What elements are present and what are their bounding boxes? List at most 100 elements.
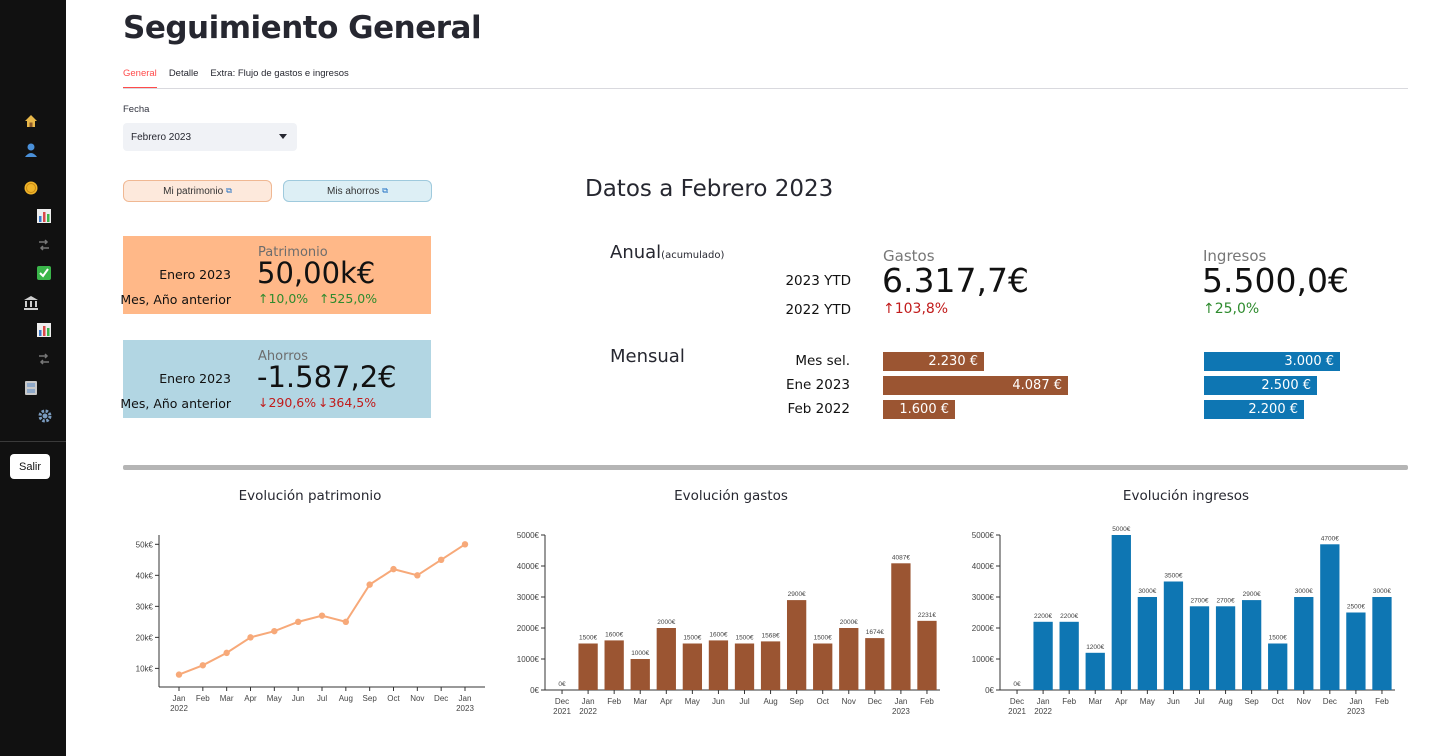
bar [760,641,781,690]
bar [1033,621,1053,690]
y-tick-label: 50k€ [136,540,154,549]
card-value: -1.587,2€ [257,360,397,394]
data-point [437,556,445,564]
card-period-label: Enero 2023 [159,371,231,386]
y-tick-label: 5000€ [972,531,995,540]
data-point [223,649,230,657]
x-tick-label: Aug [763,697,777,706]
home-icon[interactable] [22,112,40,130]
bar-chart-icon[interactable] [36,322,54,340]
gear-icon[interactable] [36,407,54,425]
coin-icon[interactable] [22,179,40,197]
bar [1059,621,1079,690]
gastos-bar: 1.600 € [883,400,955,419]
data-label: 2200€ [1034,613,1052,620]
gastos-total: 6.317,7€ [882,261,1029,300]
data-point [461,541,469,548]
bar [1085,652,1105,690]
data-label: 3000€ [1295,588,1313,595]
patrimonio-link-button[interactable]: Mi patrimonio ⧉ [123,180,272,202]
data-label: 1500€ [579,635,597,642]
bar [839,628,859,690]
data-label: 4700€ [1321,535,1339,542]
gastos-bar-chart: 0€1000€2000€3000€4000€5000€0€Dec20211500… [517,531,940,716]
x-tick-label: Dec [1323,697,1337,706]
ingresos-bar: 3.000 € [1204,352,1340,371]
summary-title: Datos a Febrero 2023 [585,176,834,202]
date-select[interactable]: Febrero 2023 [123,123,297,151]
y-tick-label: 30k€ [136,602,154,611]
logout-button[interactable]: Salir [10,454,50,479]
bar [578,643,598,690]
y-tick-label: 10k€ [136,664,154,673]
bar [1137,597,1158,690]
x-tick-label: Nov [842,697,856,706]
bar [1241,600,1262,690]
bar [813,643,833,690]
data-label: 1200€ [1086,644,1104,651]
month-row-label: Feb 2022 [787,401,850,417]
card-change-year: ↑525,0% [319,291,378,306]
tab-detalle[interactable]: Detalle [168,68,199,79]
data-label: 3000€ [1373,588,1391,595]
bar [630,659,650,690]
check-chart-icon[interactable] [36,265,54,283]
y-tick-label: 1000€ [972,655,995,664]
data-label: 2700€ [1217,597,1235,604]
x-tick-label: 2022 [170,704,188,713]
cabinet-icon[interactable] [22,379,40,397]
external-link-icon: ⧉ [226,186,232,195]
ytd-previous-label: 2022 YTD [785,302,851,318]
card-change-year: ↓364,5% [318,395,377,410]
chart-title-patrimonio: Evolución patrimonio [238,488,382,504]
x-tick-label: Sep [790,697,805,706]
bar-chart-icon[interactable] [36,208,54,226]
card-period-label: Enero 2023 [159,267,231,282]
gastos-bar: 4.087 € [883,376,1068,395]
ytd-current-label: 2023 YTD [785,273,851,289]
data-label: 1000€ [631,650,649,657]
data-point [318,612,326,619]
y-tick-label: 5000€ [517,531,540,540]
bar [1268,643,1288,690]
bar [1111,535,1131,690]
x-tick-label: Dec [1010,697,1024,706]
x-tick-label: 2022 [1034,707,1052,716]
x-tick-label: Dec [555,697,569,706]
data-point [294,618,302,626]
x-tick-label: Oct [1271,697,1284,706]
data-point [342,618,350,626]
data-point [247,634,254,641]
data-point [271,627,278,635]
ingresos-bar-chart: 0€1000€2000€3000€4000€5000€0€Dec20212200… [972,526,1395,716]
tab-extra[interactable]: Extra: Flujo de gastos e ingresos [210,68,349,79]
x-tick-label: Apr [1115,697,1128,706]
bar [682,643,703,690]
ahorros-link-button[interactable]: Mis ahorros ⧉ [283,180,432,202]
bar [1163,581,1184,690]
y-tick-label: 2000€ [972,624,995,633]
x-tick-label: Dec [868,697,882,706]
user-icon[interactable] [22,141,40,159]
data-label: 2500€ [1347,604,1365,611]
x-tick-label: Feb [1375,697,1389,706]
x-tick-label: 2021 [553,707,571,716]
y-tick-label: 3000€ [517,593,540,602]
external-link-icon: ⧉ [382,186,388,195]
ahorros-link-label: Mis ahorros [327,185,380,197]
bank-icon[interactable] [22,294,40,312]
exchange-icon[interactable] [36,351,54,369]
ingresos-bar: 2.500 € [1204,376,1317,395]
x-tick-label: 2023 [892,707,910,716]
bar [1189,606,1210,690]
tab-general[interactable]: General [123,68,157,89]
card-name: Patrimonio [258,245,328,260]
data-label: 2900€ [1243,591,1261,598]
gastos-header: Gastos [883,247,935,265]
data-label: 1500€ [1269,635,1287,642]
x-tick-label: Mar [220,694,234,703]
x-tick-label: Feb [196,694,210,703]
exchange-icon[interactable] [36,237,54,255]
bar [734,643,755,690]
